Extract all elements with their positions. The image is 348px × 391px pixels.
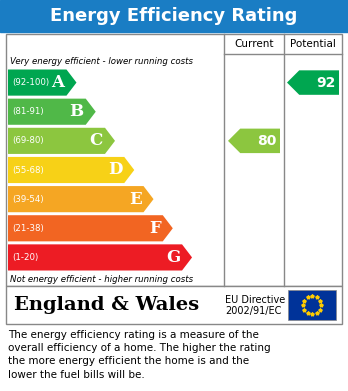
Text: Potential: Potential: [290, 39, 336, 49]
Text: The energy efficiency rating is a measure of the
overall efficiency of a home. T: The energy efficiency rating is a measur…: [8, 330, 271, 380]
Text: (81-91): (81-91): [12, 107, 44, 116]
Text: EU Directive: EU Directive: [225, 295, 285, 305]
Text: (69-80): (69-80): [12, 136, 44, 145]
Text: (1-20): (1-20): [12, 253, 38, 262]
Text: (92-100): (92-100): [12, 78, 49, 87]
Text: A: A: [52, 74, 64, 91]
Text: B: B: [70, 103, 84, 120]
Text: G: G: [166, 249, 180, 266]
Text: 92: 92: [317, 75, 336, 90]
Text: (21-38): (21-38): [12, 224, 44, 233]
Text: England & Wales: England & Wales: [14, 296, 199, 314]
Polygon shape: [287, 70, 339, 95]
Text: (39-54): (39-54): [12, 195, 44, 204]
Text: Very energy efficient - lower running costs: Very energy efficient - lower running co…: [10, 57, 193, 66]
Bar: [6, 34, 342, 286]
Text: 2002/91/EC: 2002/91/EC: [225, 306, 282, 316]
Bar: [288, 290, 336, 320]
Text: Current: Current: [234, 39, 274, 49]
Bar: [6, 286, 342, 324]
Polygon shape: [8, 70, 77, 96]
Polygon shape: [8, 215, 173, 241]
Polygon shape: [228, 129, 280, 153]
Text: D: D: [108, 161, 122, 179]
Text: F: F: [149, 220, 161, 237]
Text: Energy Efficiency Rating: Energy Efficiency Rating: [50, 7, 298, 25]
Text: 80: 80: [258, 134, 277, 148]
Polygon shape: [8, 157, 134, 183]
Text: C: C: [90, 133, 103, 149]
Text: Not energy efficient - higher running costs: Not energy efficient - higher running co…: [10, 274, 193, 283]
Text: E: E: [129, 191, 142, 208]
Text: (55-68): (55-68): [12, 165, 44, 174]
Polygon shape: [8, 128, 115, 154]
Bar: [0, 0, 348, 32]
Polygon shape: [8, 244, 192, 271]
Polygon shape: [8, 186, 153, 212]
Polygon shape: [8, 99, 96, 125]
